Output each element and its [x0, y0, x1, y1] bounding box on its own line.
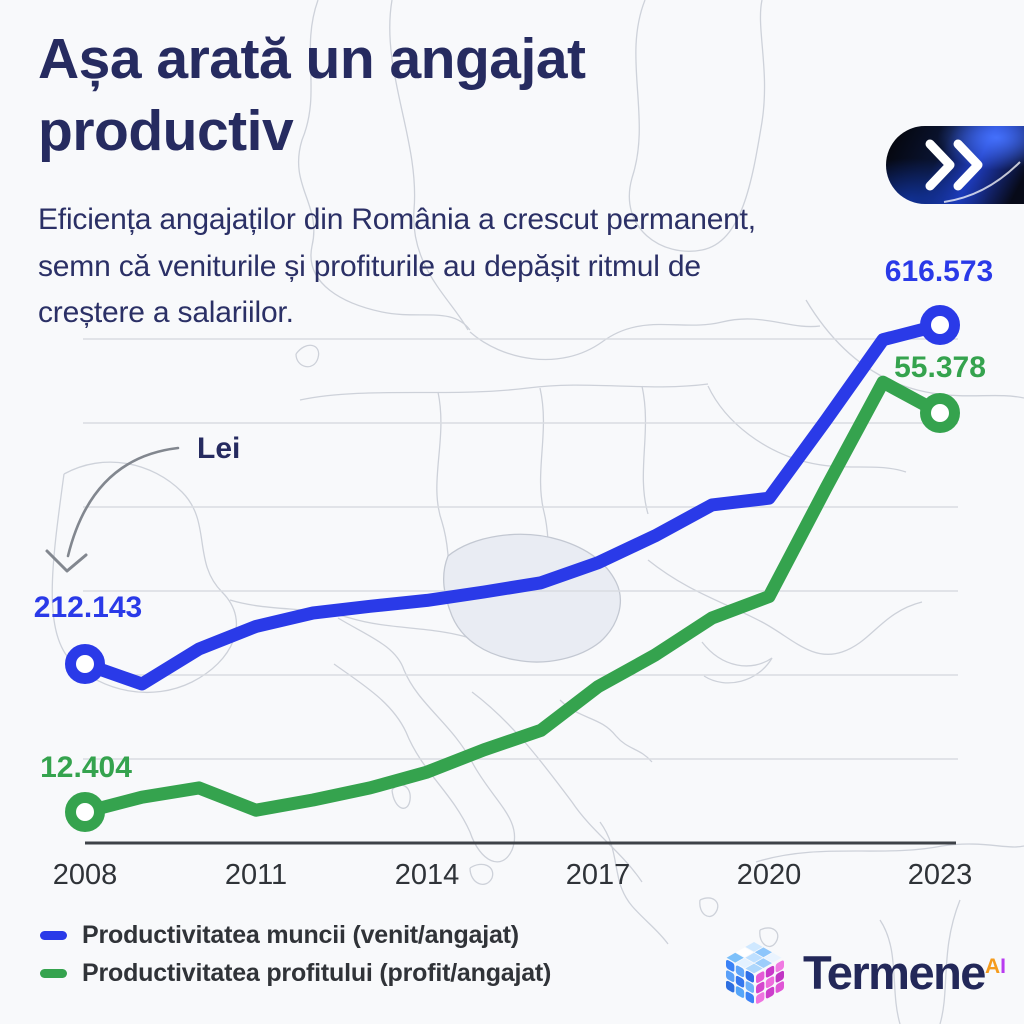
x-tick-2017: 2017: [565, 859, 631, 891]
cube-top-face: [726, 942, 782, 974]
brand-wordmark: Termene: [803, 945, 986, 999]
cube-logo-icon: [726, 942, 784, 1004]
currency-label: Lei: [197, 432, 241, 465]
double-chevron-right-icon: [925, 139, 1021, 203]
legend-label-revenue: Productivitatea muncii (venit/angajat): [82, 921, 519, 949]
value-label-revenue-2008: 212.143: [33, 591, 143, 624]
x-tick-2014: 2014: [394, 859, 460, 891]
legend-item-revenue: Productivitatea muncii (venit/angajat): [40, 921, 519, 950]
value-label-profit-2023: 55.378: [894, 351, 986, 384]
x-tick-2020: 2020: [736, 859, 802, 891]
series-line-0: [78, 318, 947, 691]
map-borders: [51, 0, 1024, 1024]
cube-right-face: [756, 960, 784, 1004]
x-tick-2008: 2008: [52, 859, 118, 891]
value-label-profit-2008: 12.404: [40, 751, 132, 784]
legend-swatch-revenue: [40, 931, 67, 940]
page-subtitle: Eficiența angajaților din România a cres…: [38, 203, 756, 329]
chart-series: [65, 305, 960, 832]
x-tick-2023: 2023: [907, 859, 973, 891]
series-1-endpoint-marker: [920, 393, 960, 433]
series-0-endpoint-marker: [920, 305, 960, 345]
next-button[interactable]: [886, 126, 1024, 204]
brand-sup-i: I: [1000, 954, 1006, 978]
cube-left-face: [726, 960, 754, 1004]
series-line-1: [78, 375, 947, 819]
termene-logo: TermeneAI: [716, 934, 1006, 1010]
page-title: Așa arată un angajat productiv: [38, 27, 586, 163]
brand-sup-a: A: [984, 954, 1001, 978]
lei-arrow-icon: [45, 446, 180, 573]
value-label-revenue-2023: 616.573: [884, 255, 994, 288]
x-tick-2011: 2011: [224, 859, 288, 891]
legend-label-profit: Productivitatea profitului (profit/angaj…: [82, 959, 552, 987]
legend-item-profit: Productivitatea profitului (profit/angaj…: [40, 959, 551, 988]
series-1-endpoint-marker: [65, 792, 105, 832]
legend-swatch-profit: [40, 969, 67, 978]
series-0-endpoint-marker: [65, 644, 105, 684]
